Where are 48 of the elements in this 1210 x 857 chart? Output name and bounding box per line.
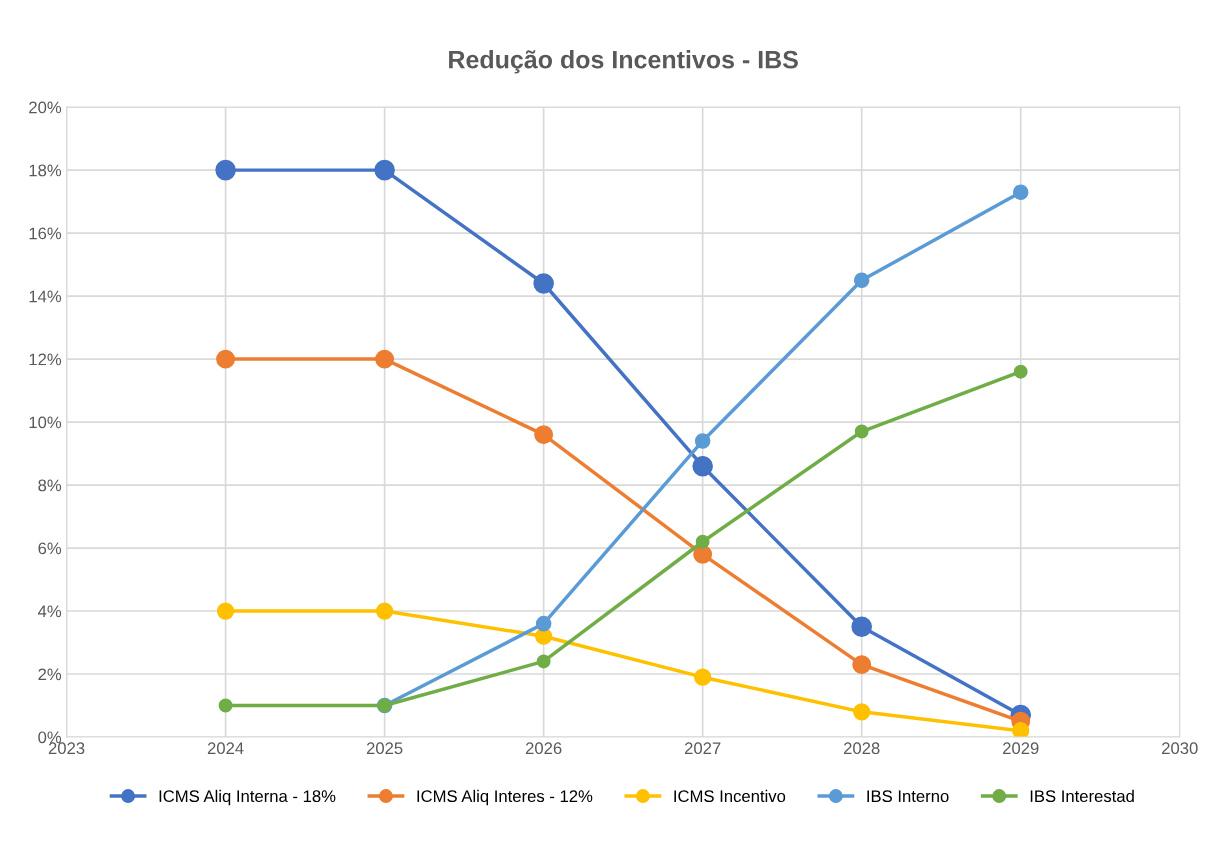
point xyxy=(534,425,554,445)
y-tick-label: 8% xyxy=(38,479,62,492)
point xyxy=(852,655,872,675)
legend-label: IBS Interestad xyxy=(1030,789,1134,803)
x-tick-label: 2029 xyxy=(1003,742,1039,755)
point xyxy=(853,272,870,289)
point xyxy=(375,349,395,369)
y-tick-label: 4% xyxy=(37,605,62,618)
legend-label: IBS Interno xyxy=(867,790,949,803)
point xyxy=(853,703,871,721)
point xyxy=(1012,722,1030,738)
x-tick-label: 2025 xyxy=(366,742,403,755)
point xyxy=(375,602,394,620)
point xyxy=(536,654,551,669)
legend-label: ICMS Aliq Interna - 18% xyxy=(159,789,336,806)
y-tick-label: 0% xyxy=(38,731,62,744)
point xyxy=(695,534,710,549)
point xyxy=(1012,184,1029,200)
y-tick-label: 18% xyxy=(29,164,62,177)
y-tick-label: 14% xyxy=(29,290,62,303)
x-tick-label: 2027 xyxy=(684,742,721,755)
x-tick-label: 2026 xyxy=(525,742,562,755)
point xyxy=(694,433,711,449)
legend-label: ICMS Aliq Interes - 12% xyxy=(417,789,593,806)
point xyxy=(1013,364,1028,379)
point xyxy=(533,273,554,294)
chart-title: Redução dos Incentivos - IBS xyxy=(449,50,798,74)
y-tick-label: 20% xyxy=(29,101,62,114)
x-tick-label: 2024 xyxy=(207,742,244,755)
point xyxy=(216,602,235,620)
point xyxy=(692,455,713,477)
point xyxy=(854,424,869,439)
x-tick-label: 2028 xyxy=(843,742,880,755)
point xyxy=(216,349,236,369)
y-tick-label: 10% xyxy=(29,416,62,429)
x-tick-label: 2023 xyxy=(48,742,85,755)
y-tick-label: 16% xyxy=(29,227,62,240)
legend-label: ICMS Incentivo xyxy=(674,789,786,803)
x-tick-label: 2030 xyxy=(1162,742,1198,755)
point xyxy=(535,615,552,632)
point xyxy=(851,616,872,638)
y-tick-label: 12% xyxy=(29,353,62,366)
point xyxy=(374,159,395,181)
y-tick-label: 6% xyxy=(38,542,62,555)
y-tick-label: 2% xyxy=(38,668,62,681)
point xyxy=(215,159,236,181)
point xyxy=(218,698,233,713)
point xyxy=(694,668,712,686)
